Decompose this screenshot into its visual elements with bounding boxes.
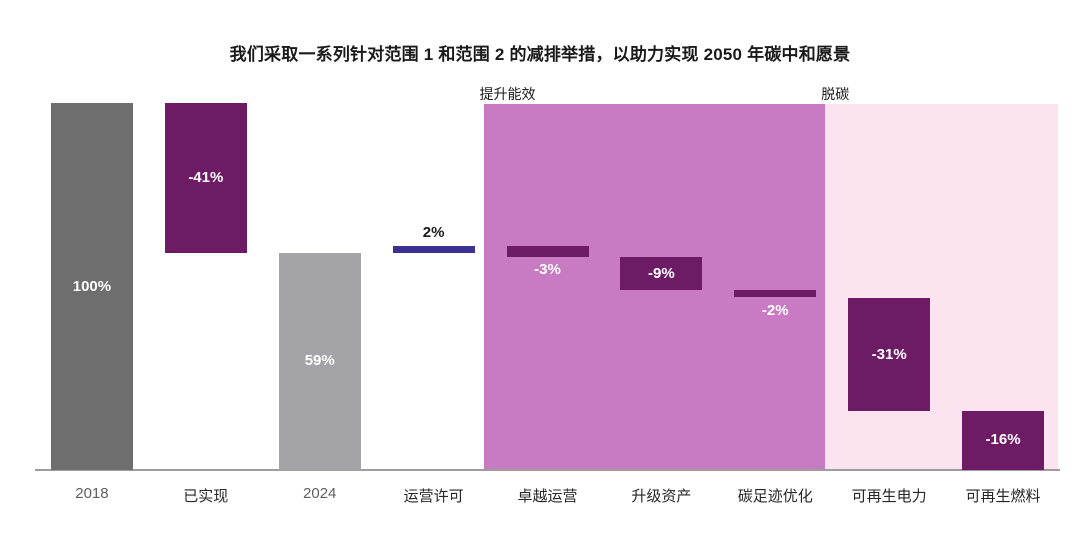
bar-renewable-fuel-value-label: -16% — [985, 431, 1021, 449]
bar-renewable-electricity — [848, 297, 931, 412]
bar-renewable-fuel-category-label: 可再生燃料 — [965, 488, 1041, 505]
bar-2018-value-label: 100% — [72, 278, 112, 295]
bar-operating-license — [392, 246, 475, 254]
bar-operating-license-category-label: 运营许可 — [403, 488, 464, 505]
bar-2024-category-label: 2024 — [303, 485, 337, 502]
bar-achieved-value-label: -41% — [188, 169, 224, 186]
bar-asset-upgrade-category-label: 升级资产 — [631, 488, 692, 505]
region-decarbonization-label: 脱碳 — [821, 86, 850, 102]
bar-carbon-footprint-optimization-category-label: 碳足迹优化 — [737, 488, 813, 505]
bar-2018 — [50, 103, 133, 470]
region-energy-efficiency-label: 提升能效 — [479, 86, 536, 102]
bar-2018-category-label: 2018 — [75, 485, 109, 502]
x-axis-line — [35, 469, 1060, 471]
bar-achieved-category-label: 已实现 — [183, 488, 229, 505]
bar-operational-excellence — [506, 246, 589, 258]
bar-carbon-footprint-optimization-value-label: -2% — [761, 301, 789, 319]
bar-renewable-electricity-category-label: 可再生电力 — [851, 488, 927, 505]
bar-operational-excellence-value-label: -3% — [534, 261, 561, 279]
bar-renewable-electricity-value-label: -31% — [871, 345, 907, 363]
bar-operating-license-value-label: 2% — [422, 224, 445, 242]
bar-operational-excellence-category-label: 卓越运营 — [517, 488, 578, 505]
bar-renewable-fuel — [962, 411, 1045, 470]
bar-2024 — [278, 253, 361, 470]
bar-asset-upgrade-value-label: -9% — [648, 265, 675, 283]
bar-2024-value-label: 59% — [304, 352, 335, 370]
bar-asset-upgrade — [620, 257, 703, 291]
chart-title: 我们采取一系列针对范围 1 和范围 2 的减排举措，以助力实现 2050 年碳中… — [229, 45, 851, 64]
bar-achieved — [164, 103, 247, 254]
bar-carbon-footprint-optimization — [734, 290, 817, 298]
